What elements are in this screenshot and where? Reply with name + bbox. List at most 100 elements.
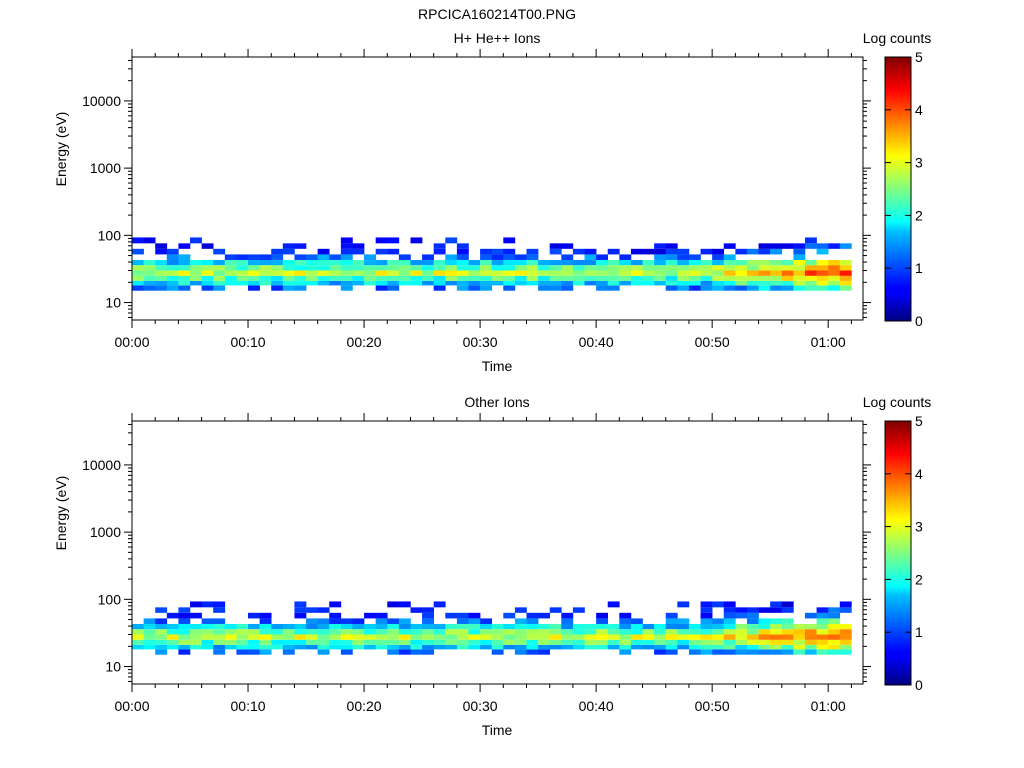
heatmap-cell — [700, 270, 713, 276]
heatmap-cell — [364, 623, 376, 630]
heatmap-cell — [538, 612, 551, 619]
heatmap-cell — [398, 270, 411, 276]
heatmap-cell — [619, 280, 632, 286]
heatmap-cell — [793, 285, 806, 291]
heatmap-cell — [143, 265, 156, 271]
heatmap-cell — [572, 275, 585, 281]
heatmap-cell — [398, 275, 411, 281]
heatmap-cell — [468, 265, 481, 271]
heatmap-cell — [271, 644, 284, 650]
heatmap-cell — [282, 243, 295, 249]
heatmap-cell — [190, 601, 202, 608]
heatmap-cell — [654, 649, 667, 655]
heatmap-cell — [422, 618, 434, 624]
heatmap-cell — [712, 254, 725, 260]
heatmap-cell — [387, 275, 400, 281]
heatmap-cell — [352, 275, 365, 281]
heatmap-cell — [282, 285, 295, 291]
heatmap-cell — [607, 644, 620, 650]
heatmap-cell — [433, 270, 446, 276]
heatmap-cell — [665, 243, 678, 249]
heatmap-cell — [607, 259, 620, 266]
heatmap-cell — [201, 275, 214, 281]
heatmap-cell — [793, 254, 806, 260]
heatmap-cell — [746, 280, 759, 286]
heatmap-cell — [166, 629, 179, 635]
heatmap-cell — [143, 618, 156, 624]
x-tick-label: 00:20 — [347, 698, 382, 714]
heatmap-cell — [259, 280, 272, 286]
heatmap-cell — [178, 265, 191, 271]
heatmap-cell — [828, 634, 841, 640]
heatmap-cell — [549, 265, 562, 271]
heatmap-cell — [596, 629, 609, 635]
heatmap-cell — [236, 649, 249, 655]
heatmap-cell — [746, 270, 759, 276]
heatmap-cell — [410, 644, 423, 650]
y-tick-label: 100 — [98, 591, 122, 607]
heatmap-cell — [816, 644, 829, 650]
heatmap-cell — [445, 644, 458, 650]
panel-title: H+ He++ Ions — [454, 30, 541, 46]
heatmap-cell — [143, 634, 156, 640]
heatmap-cell — [816, 243, 829, 249]
heatmap-cell — [723, 634, 736, 640]
heatmap-cell — [387, 629, 400, 635]
heatmap-cell — [712, 285, 725, 291]
heatmap-cell — [422, 644, 434, 650]
heatmap-cell — [677, 618, 690, 624]
heatmap-cell — [561, 623, 574, 630]
heatmap-cell — [387, 601, 400, 608]
heatmap-cell — [375, 237, 388, 244]
heatmap-cell — [468, 275, 481, 281]
heatmap-cell — [294, 634, 307, 640]
heatmap-cell — [642, 629, 655, 635]
heatmap-cell — [236, 270, 249, 276]
heatmap-cell — [607, 629, 620, 635]
heatmap-cell — [456, 285, 469, 291]
heatmap-cell — [306, 644, 318, 650]
heatmap-cell — [143, 639, 156, 645]
heatmap-cell — [607, 248, 620, 255]
heatmap-cell — [723, 601, 736, 608]
heatmap-cell — [700, 259, 713, 266]
heatmap-cell — [688, 254, 701, 260]
heatmap-cell — [526, 248, 539, 255]
heatmap-cell — [340, 623, 353, 630]
colorbar-tick-label: 3 — [915, 519, 923, 535]
heatmap-cell — [712, 618, 725, 624]
heatmap-cell — [132, 634, 144, 640]
heatmap-cell — [630, 618, 643, 624]
heatmap-cell — [224, 275, 237, 281]
heatmap-cell — [445, 254, 458, 260]
heatmap-cell — [271, 639, 284, 645]
heatmap-cell — [178, 629, 191, 635]
heatmap-cell — [712, 634, 725, 640]
heatmap-cell — [248, 629, 260, 635]
heatmap-cell — [746, 259, 759, 266]
heatmap-cell — [340, 265, 353, 271]
heatmap-cell — [491, 649, 504, 655]
heatmap-cell — [758, 259, 771, 266]
heatmap-cell — [712, 259, 725, 266]
heatmap-cell — [329, 644, 342, 650]
heatmap-cell — [514, 270, 527, 276]
heatmap-cell — [352, 634, 365, 640]
heatmap-cell — [259, 275, 272, 281]
heatmap-cell — [538, 649, 551, 655]
heatmap-cell — [735, 275, 748, 281]
heatmap-cell — [746, 639, 759, 645]
heatmap-cell — [723, 639, 736, 645]
heatmap-cell — [712, 280, 725, 286]
heatmap-cell — [213, 629, 226, 635]
x-tick-label: 00:10 — [231, 334, 266, 350]
heatmap-cell — [839, 285, 852, 291]
heatmap-cell — [143, 237, 156, 244]
heatmap-cell — [804, 259, 817, 266]
heatmap-cell — [654, 248, 667, 255]
heatmap-cell — [398, 644, 411, 650]
heatmap-cell — [526, 280, 539, 286]
heatmap-cell — [584, 644, 597, 650]
heatmap-cell — [561, 265, 574, 271]
heatmap-cell — [480, 270, 492, 276]
